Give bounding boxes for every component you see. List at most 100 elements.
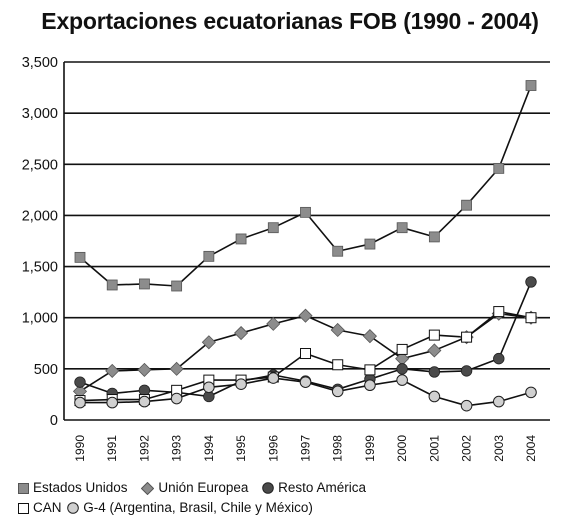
point-g-4-argentina-brasil-chile-y-m-xico-1997 <box>299 376 312 388</box>
circle-light-icon <box>67 502 80 515</box>
x-tick-label: 1991 <box>105 435 119 462</box>
point-g-4-argentina-brasil-chile-y-m-xico-2002 <box>460 399 473 412</box>
x-tick-label: 2001 <box>427 435 441 462</box>
point-estados-unidos-1991 <box>106 279 118 291</box>
point-can-1999 <box>364 364 376 376</box>
point-estados-unidos-1999 <box>364 238 376 250</box>
point-uni-n-europea-1994 <box>201 335 216 350</box>
point-g-4-argentina-brasil-chile-y-m-xico-1998 <box>331 385 344 398</box>
y-tick-label: 3,000 <box>22 106 58 122</box>
y-tick-label: 1,000 <box>22 311 58 327</box>
x-tick-label: 1999 <box>363 435 377 462</box>
x-tick-label: 1996 <box>266 435 280 462</box>
point-g-4-argentina-brasil-chile-y-m-xico-1990 <box>74 396 86 409</box>
x-tick-label: 1990 <box>73 435 87 462</box>
x-tick-label: 1998 <box>331 435 345 462</box>
point-estados-unidos-2004 <box>525 80 537 91</box>
point-uni-n-europea-2001 <box>427 343 442 358</box>
legend-row-1: Estados Unidos Unión Europea Resto Améri… <box>18 479 376 497</box>
legend-label: G-4 (Argentina, Brasil, Chile y México) <box>83 499 313 515</box>
x-tick-label: 1994 <box>202 435 216 462</box>
legend-item-estados-unidos: Estados Unidos <box>18 480 128 495</box>
point-resto-am-rica-2004 <box>525 276 537 288</box>
point-g-4-argentina-brasil-chile-y-m-xico-2000 <box>396 374 408 386</box>
x-tick-label: 1995 <box>234 435 248 462</box>
point-estados-unidos-2002 <box>461 199 472 211</box>
point-resto-am-rica-1990 <box>74 376 86 388</box>
square-white-icon <box>18 502 29 514</box>
point-uni-n-europea-1996 <box>266 316 281 331</box>
point-g-4-argentina-brasil-chile-y-m-xico-1995 <box>235 378 247 391</box>
diamond-gray-icon <box>141 481 155 495</box>
legend-item-g4: G-4 (Argentina, Brasil, Chile y México) <box>67 500 313 515</box>
y-tick-labels: 0 500 1,000 1,500 2,000 2,500 3,000 3,500 <box>22 55 58 429</box>
point-uni-n-europea-1995 <box>234 325 249 341</box>
point-g-4-argentina-brasil-chile-y-m-xico-2003 <box>492 395 505 408</box>
x-tick-label: 2000 <box>395 435 409 462</box>
point-estados-unidos-1998 <box>332 245 344 257</box>
x-tick-labels: 1990 1991 1992 1993 1994 1995 1996 1997 1998 1999… <box>73 435 538 462</box>
point-estados-unidos-2001 <box>428 231 440 243</box>
point-resto-am-rica-2003 <box>493 352 505 365</box>
point-g-4-argentina-brasil-chile-y-m-xico-1992 <box>138 395 151 408</box>
point-can-2001 <box>428 329 440 341</box>
legend-item-union-europea: Unión Europea <box>141 480 248 495</box>
x-tick-label: 1997 <box>299 435 313 462</box>
square-gray-icon <box>18 482 29 494</box>
x-tick-label: 1993 <box>170 435 184 462</box>
point-estados-unidos-2003 <box>493 162 505 174</box>
axes <box>63 62 550 421</box>
legend-label: CAN <box>33 499 62 515</box>
y-tick-label: 0 <box>50 413 58 429</box>
point-can-2004 <box>525 312 537 324</box>
series-line-estados-unidos <box>79 85 532 287</box>
x-tick-label: 2003 <box>492 435 506 462</box>
x-tick-label: 2002 <box>460 435 474 462</box>
y-tick-label: 1,500 <box>22 260 58 276</box>
point-can-2003 <box>493 306 505 318</box>
point-uni-n-europea-1991 <box>105 363 120 378</box>
chart-title: Exportaciones ecuatorianas FOB (1990 - 2… <box>41 8 539 34</box>
legend-item-resto-america: Resto América <box>262 480 366 495</box>
point-estados-unidos-1996 <box>267 222 279 234</box>
point-resto-am-rica-2000 <box>396 363 408 375</box>
point-estados-unidos-1994 <box>203 250 215 262</box>
y-tick-label: 3,500 <box>22 55 58 71</box>
series-group <box>72 80 539 412</box>
point-uni-n-europea-1992 <box>137 362 152 377</box>
point-resto-am-rica-2002 <box>460 365 473 377</box>
x-tick-label: 2004 <box>524 435 538 462</box>
point-g-4-argentina-brasil-chile-y-m-xico-2004 <box>525 386 537 399</box>
point-estados-unidos-1995 <box>235 233 247 245</box>
point-resto-am-rica-2001 <box>428 366 441 378</box>
y-tick-label: 2,000 <box>22 208 58 224</box>
point-estados-unidos-1990 <box>74 251 86 263</box>
legend-label: Resto América <box>278 479 366 495</box>
point-g-4-argentina-brasil-chile-y-m-xico-1994 <box>203 381 215 394</box>
point-uni-n-europea-1993 <box>169 361 184 376</box>
point-estados-unidos-1992 <box>139 278 150 290</box>
point-estados-unidos-1993 <box>171 280 183 292</box>
point-uni-n-europea-1997 <box>298 308 313 323</box>
point-g-4-argentina-brasil-chile-y-m-xico-1999 <box>364 379 376 392</box>
point-g-4-argentina-brasil-chile-y-m-xico-1991 <box>106 396 119 409</box>
point-g-4-argentina-brasil-chile-y-m-xico-1993 <box>170 392 183 405</box>
point-can-2002 <box>461 331 473 343</box>
circle-dark-icon <box>262 482 274 495</box>
point-uni-n-europea-1998 <box>330 322 345 338</box>
point-g-4-argentina-brasil-chile-y-m-xico-1996 <box>267 372 280 384</box>
point-uni-n-europea-1999 <box>362 329 377 344</box>
y-tick-label: 500 <box>34 362 58 378</box>
legend-label: Unión Europea <box>158 479 249 495</box>
legend-label: Estados Unidos <box>33 479 128 495</box>
point-can-1998 <box>332 359 344 371</box>
legend-row-2: CAN G-4 (Argentina, Brasil, Chile y Méxi… <box>18 499 323 517</box>
point-estados-unidos-1997 <box>300 206 311 218</box>
point-estados-unidos-2000 <box>396 222 408 234</box>
y-tick-label: 2,500 <box>22 157 58 173</box>
point-can-1997 <box>300 348 311 360</box>
legend-item-can: CAN <box>18 500 62 515</box>
x-tick-label: 1992 <box>137 435 151 462</box>
point-g-4-argentina-brasil-chile-y-m-xico-2001 <box>428 390 441 403</box>
